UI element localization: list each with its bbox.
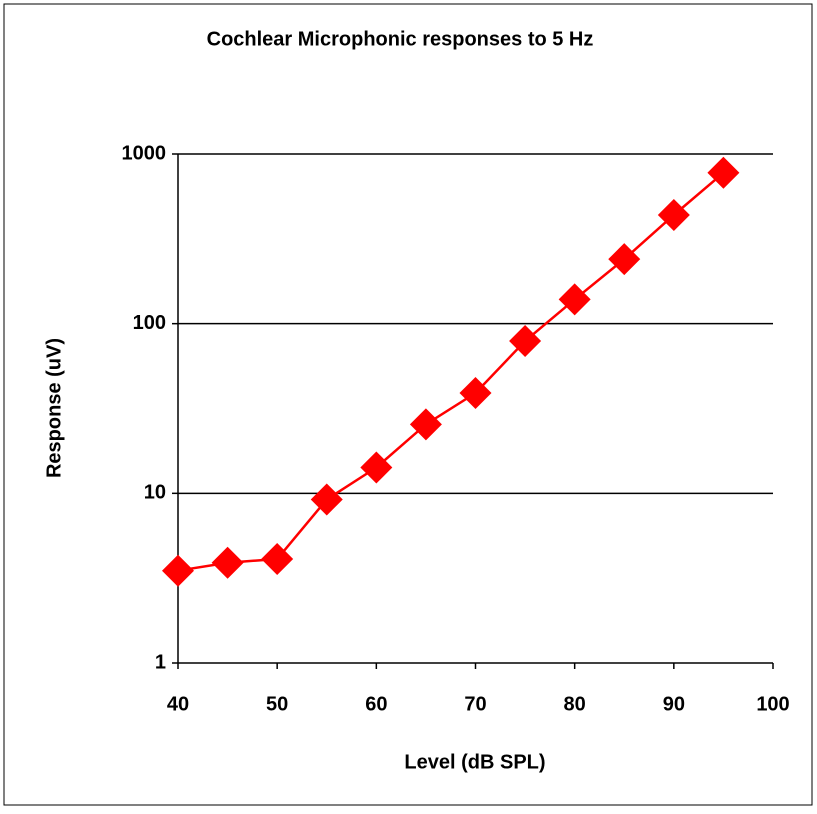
- marker: [558, 283, 591, 316]
- x-tick-label: 80: [564, 693, 586, 715]
- x-tick-label: 40: [167, 693, 189, 715]
- x-tick-label: 90: [663, 693, 685, 715]
- x-tick-label: 70: [464, 693, 486, 715]
- x-tick-label: 50: [266, 693, 288, 715]
- x-axis-label: Level (dB SPL): [404, 751, 545, 773]
- x-tick-label: 60: [365, 693, 387, 715]
- chart-frame: [3, 3, 813, 806]
- marker: [261, 543, 294, 576]
- x-tick-label: 100: [756, 693, 789, 715]
- y-axis-label: Response (uV): [43, 338, 65, 478]
- marker: [409, 408, 442, 441]
- marker: [360, 451, 393, 484]
- marker: [707, 156, 740, 189]
- marker: [459, 377, 492, 410]
- marker: [608, 243, 641, 276]
- y-tick-label: 1: [155, 651, 166, 673]
- y-tick-label: 1000: [122, 142, 167, 164]
- marker: [162, 554, 194, 587]
- marker: [509, 325, 542, 358]
- y-tick-label: 10: [144, 482, 166, 504]
- marker: [211, 546, 244, 579]
- marker: [310, 483, 343, 516]
- chart-title: Cochlear Microphonic responses to 5 Hz: [207, 28, 594, 50]
- marker: [657, 198, 690, 231]
- y-tick-label: 100: [133, 312, 166, 334]
